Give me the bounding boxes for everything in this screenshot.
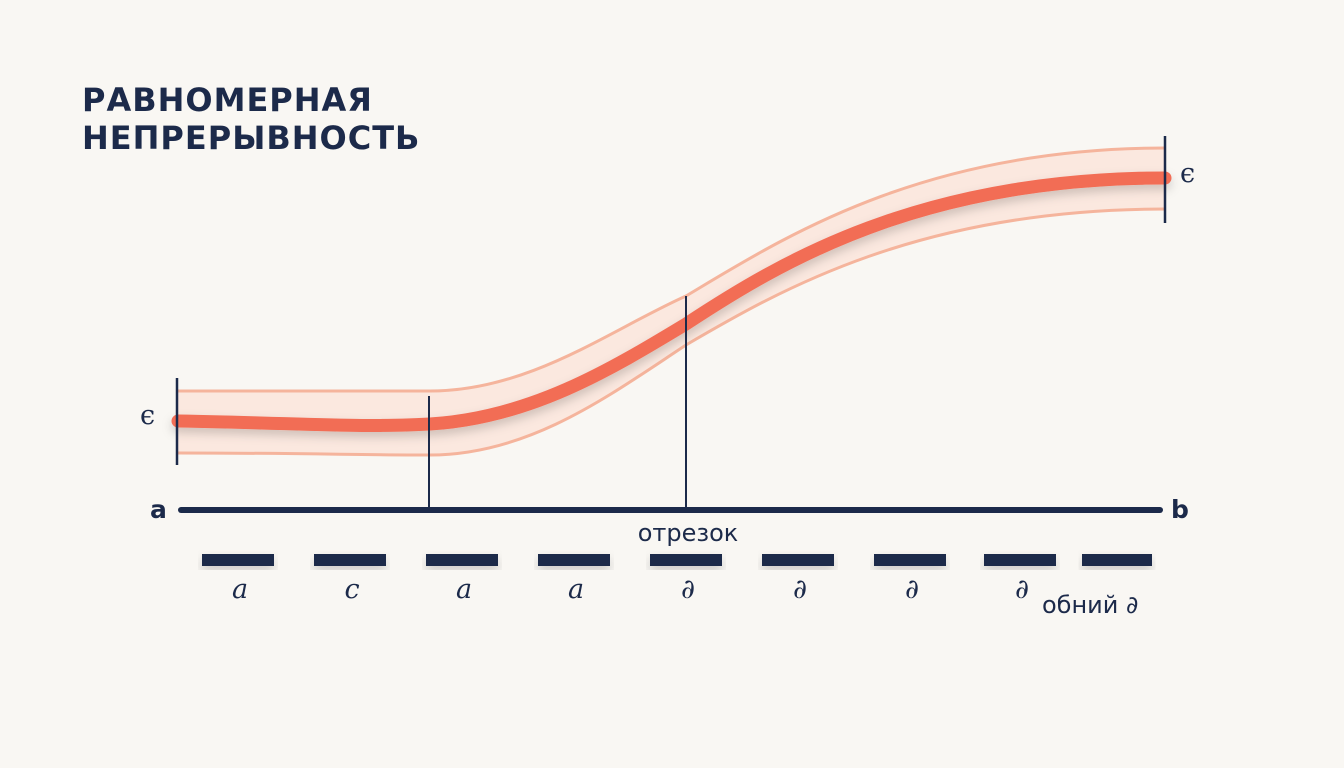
- axis-end-label: b: [1171, 495, 1189, 524]
- last-subinterval-note: обний ∂: [1042, 591, 1138, 619]
- subinterval-bar: [984, 554, 1056, 566]
- epsilon-label-left: ϵ: [140, 400, 155, 431]
- subinterval-bar: [1082, 554, 1152, 566]
- subinterval-partition: a c a a ∂ ∂ ∂ ∂: [202, 554, 1152, 605]
- axis-start-label: a: [150, 495, 167, 524]
- segment-label: отрезок: [638, 519, 739, 547]
- epsilon-label-right: ϵ: [1180, 158, 1195, 189]
- subinterval-label: ∂: [681, 574, 695, 605]
- subinterval-label: ∂: [905, 574, 919, 605]
- subinterval-label: a: [456, 574, 472, 605]
- title-line-1: РАВНОМЕРНАЯ: [82, 81, 373, 119]
- subinterval-label: c: [344, 574, 359, 605]
- subinterval-bar: [874, 554, 946, 566]
- subinterval-bar: [426, 554, 498, 566]
- subinterval-bar: [202, 554, 274, 566]
- subinterval-label: a: [232, 574, 248, 605]
- epsilon-band-lower: [177, 207, 1166, 457]
- subinterval-label: ∂: [1015, 574, 1029, 605]
- subinterval-bar: [538, 554, 610, 566]
- epsilon-band-upper: [178, 146, 1166, 393]
- function-curve: [171, 171, 1172, 432]
- subinterval-bar: [650, 554, 722, 566]
- subinterval-bar: [762, 554, 834, 566]
- subinterval-bar: [314, 554, 386, 566]
- title-line-2: НЕПРЕРЫВНОСТЬ: [82, 119, 420, 157]
- subinterval-label: ∂: [793, 574, 807, 605]
- subinterval-label: a: [568, 574, 584, 605]
- epsilon-band-fill: [178, 148, 1165, 455]
